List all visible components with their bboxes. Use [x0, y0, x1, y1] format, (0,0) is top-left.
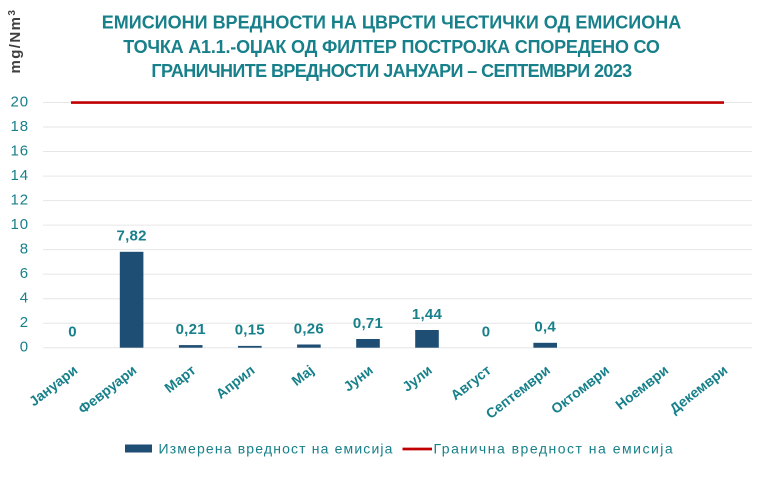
svg-text:0,15: 0,15: [235, 322, 265, 339]
svg-text:0,26: 0,26: [294, 320, 324, 337]
svg-text:ЕМИСИОНИ ВРЕДНОСТИ НА ЦВРСТИ Ч: ЕМИСИОНИ ВРЕДНОСТИ НА ЦВРСТИ ЧЕСТИЧКИ ОД…: [102, 13, 682, 33]
svg-text:ТОЧКА А1.1.-ОЏАК ОД ФИЛТЕР ПОС: ТОЧКА А1.1.-ОЏАК ОД ФИЛТЕР ПОСТРОЈКА СПО…: [123, 37, 660, 57]
svg-text:0: 0: [68, 324, 77, 341]
svg-text:1,44: 1,44: [412, 306, 443, 323]
svg-text:2: 2: [20, 314, 29, 331]
svg-text:12: 12: [11, 191, 30, 208]
svg-text:0: 0: [20, 339, 29, 356]
svg-text:0,71: 0,71: [353, 315, 383, 332]
svg-text:10: 10: [11, 216, 30, 233]
svg-text:0,21: 0,21: [176, 321, 206, 338]
svg-text:mg/Nm3: mg/Nm3: [7, 9, 24, 74]
svg-text:8: 8: [20, 240, 29, 257]
svg-text:0: 0: [482, 324, 491, 341]
svg-text:4: 4: [20, 290, 29, 307]
svg-text:ГРАНИЧНИТЕ ВРЕДНОСТИ ЈАНУАРИ –: ГРАНИЧНИТЕ ВРЕДНОСТИ ЈАНУАРИ – СЕПТЕМВРИ…: [151, 61, 632, 81]
svg-text:14: 14: [11, 167, 30, 184]
svg-text:7,82: 7,82: [116, 228, 146, 245]
svg-text:Измерена вредност на емисија: Измерена вредност на емисија: [159, 441, 394, 457]
svg-text:0,4: 0,4: [534, 319, 556, 336]
svg-text:16: 16: [11, 142, 30, 159]
svg-text:Гранична вредност на емисија: Гранична вредност на емисија: [434, 441, 675, 457]
svg-text:20: 20: [11, 93, 30, 110]
svg-text:18: 18: [11, 118, 30, 135]
svg-text:6: 6: [20, 265, 29, 282]
